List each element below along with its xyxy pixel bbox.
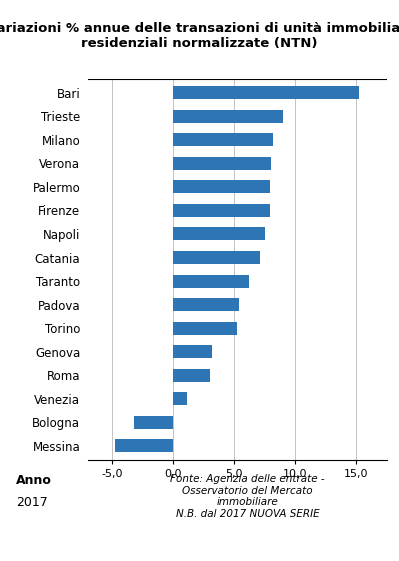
Bar [173,274,249,288]
Bar [173,204,270,217]
Bar [115,439,173,452]
Bar [134,416,173,429]
Bar [173,110,283,123]
Text: Variazioni % annue delle transazioni di unità immobiliari
residenziali normalizz: Variazioni % annue delle transazioni di … [0,22,399,50]
Text: 2017: 2017 [16,496,48,509]
Bar [173,157,271,170]
Bar [173,134,273,146]
Bar [173,227,265,241]
Text: Anno: Anno [16,474,52,487]
Bar [173,321,237,334]
Bar [173,86,359,99]
Bar [173,392,187,405]
Bar [173,181,270,194]
Bar [173,345,212,358]
Bar [173,251,260,264]
Bar [173,369,210,381]
Text: Fonte: Agenzia delle entrate -
Osservatorio del Mercato
immobiliare
N.B. dal 201: Fonte: Agenzia delle entrate - Osservato… [170,474,325,519]
Bar [173,298,239,311]
